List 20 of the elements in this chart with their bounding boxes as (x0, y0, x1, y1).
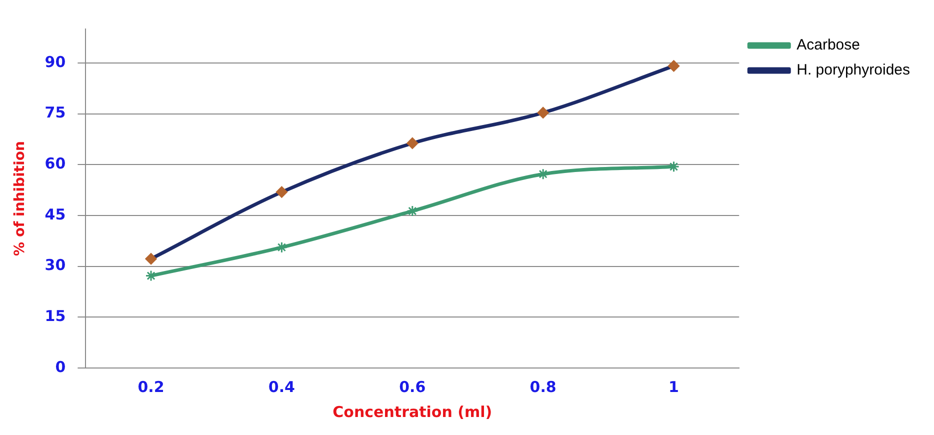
y-axis-title: % of inhibition (12, 141, 28, 256)
y-tick-label: 45 (44, 205, 66, 224)
legend-label: Acarbose (796, 36, 860, 54)
point (537, 168, 549, 180)
x-tick-label: 1 (668, 378, 679, 396)
point (406, 205, 418, 217)
x-tick-label: 0.2 (138, 378, 164, 396)
y-tick-label: 0 (55, 358, 66, 376)
y-tick-label: 60 (44, 154, 66, 172)
x-tick-label: 0.4 (268, 378, 295, 396)
y-tick-label: 15 (44, 307, 66, 326)
x-axis-title: Concentration (ml) (332, 402, 492, 421)
y-tick-label: 30 (44, 256, 66, 274)
point (668, 160, 680, 172)
point (276, 242, 288, 254)
y-tick-label: 90 (44, 52, 66, 71)
legend-label: H. poryphyroides (796, 62, 910, 79)
x-tick-label: 0.6 (399, 378, 426, 396)
x-tick-label: 0.8 (530, 378, 556, 396)
y-tick-label: 75 (44, 104, 66, 122)
